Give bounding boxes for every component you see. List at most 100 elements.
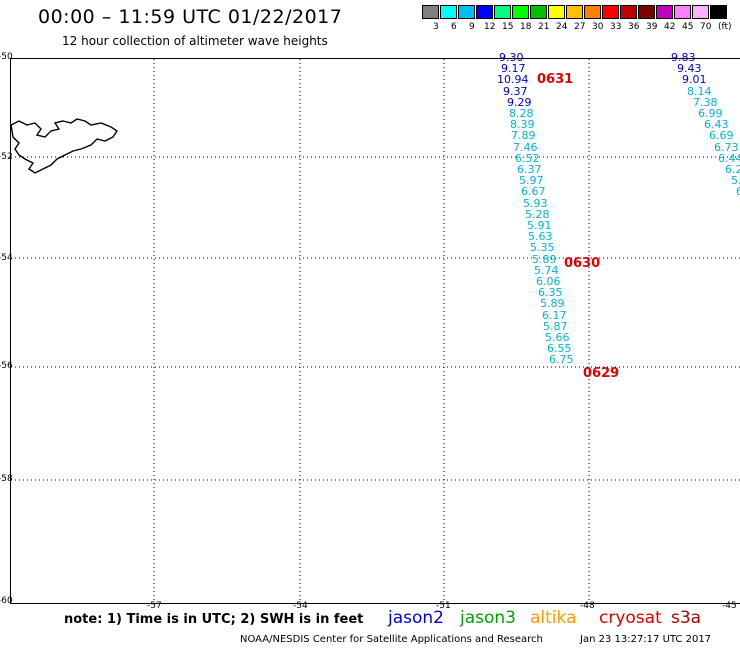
wave-height-value: 6.17 xyxy=(542,308,567,322)
color-swatch xyxy=(566,5,583,19)
longitude-label: -57 xyxy=(147,601,162,611)
wave-height-value: 6.99 xyxy=(698,107,723,120)
color-scale-label: 9 xyxy=(469,22,475,32)
wave-height-value: 8.14 xyxy=(687,84,712,98)
wave-height-value: 9.83 xyxy=(671,51,696,64)
satellite-legend-item: s3a xyxy=(671,608,702,628)
color-swatch xyxy=(656,5,673,19)
color-scale-label: 6 xyxy=(451,22,457,32)
color-scale-label: 30 xyxy=(592,22,604,32)
color-swatch xyxy=(692,5,709,19)
longitude-label: -45 xyxy=(722,601,737,611)
wave-height-value: 5.91 xyxy=(527,219,552,232)
wave-height-value: 5.35 xyxy=(530,241,555,255)
color-swatch xyxy=(584,5,601,19)
latitude-label: -54 xyxy=(0,253,13,263)
wave-height-value: 6.37 xyxy=(517,163,542,176)
island-outline xyxy=(11,118,118,174)
color-scale-label: 24 xyxy=(556,22,568,32)
wave-height-value: 9.43 xyxy=(677,62,702,76)
wave-height-value: 6.44 xyxy=(718,151,740,165)
satellite-legend-item: altika xyxy=(530,608,577,628)
wave-height-value: 5.93 xyxy=(523,196,548,210)
color-swatch xyxy=(620,5,637,19)
wave-height-value: 6.73 xyxy=(714,140,739,154)
color-scale-label: (ft) xyxy=(718,22,732,32)
color-swatch xyxy=(530,5,547,19)
latitude-label: -60 xyxy=(0,596,13,606)
wave-height-value: 5.28 xyxy=(525,207,550,221)
wave-height-value: 8.39 xyxy=(510,118,535,132)
wave-height-value: 5.87 xyxy=(543,319,568,333)
color-swatch xyxy=(440,5,457,19)
color-scale-label: 3 xyxy=(433,22,439,32)
wave-height-value: 6.43 xyxy=(704,118,729,132)
wave-height-value: 9.37 xyxy=(503,84,528,98)
satellite-legend-item: jason2 xyxy=(388,608,444,628)
wave-height-value: 9.01 xyxy=(682,73,707,87)
latitude-label: -56 xyxy=(0,361,13,371)
wave-height-value: 5.97 xyxy=(519,174,544,188)
wave-height-value: 6.35 xyxy=(538,286,563,300)
wave-height-value: 6 xyxy=(736,185,740,199)
wave-height-value: 5.89 xyxy=(532,252,557,266)
timestamp-text: Jan 23 13:27:17 UTC 2017 xyxy=(580,634,712,645)
latitude-label: -50 xyxy=(0,52,13,62)
wave-height-value: 5.89 xyxy=(540,297,565,311)
wave-height-value: 7.89 xyxy=(511,129,536,143)
wave-height-value: 9.17 xyxy=(501,62,526,76)
wave-height-value: 8.28 xyxy=(509,107,534,120)
color-swatch xyxy=(674,5,691,19)
wave-height-value: 5.74 xyxy=(534,263,559,277)
color-scale-label: 42 xyxy=(664,22,676,32)
pass-time-label: 0630 xyxy=(564,256,601,271)
color-swatch xyxy=(602,5,619,19)
color-scale-label: 18 xyxy=(520,22,532,32)
color-swatch xyxy=(710,5,727,19)
color-scale-label: 70 xyxy=(700,22,712,32)
wave-height-value: 6.69 xyxy=(709,129,734,143)
color-swatch xyxy=(458,5,475,19)
color-swatch xyxy=(548,5,565,19)
legend-note: note: 1) Time is in UTC; 2) SWH is in fe… xyxy=(64,612,364,627)
wave-height-value: 5.63 xyxy=(528,230,553,244)
color-swatch xyxy=(494,5,511,19)
color-swatch xyxy=(512,5,529,19)
wave-height-value: 6.52 xyxy=(515,151,540,165)
color-scale-label: 39 xyxy=(646,22,658,32)
satellite-legend-item: jason3 xyxy=(460,608,516,628)
wave-height-value: 5.66 xyxy=(545,331,570,344)
wave-height-value: 7.46 xyxy=(513,140,538,154)
wave-height-value: 6.67 xyxy=(521,185,546,199)
color-swatch xyxy=(422,5,439,19)
color-scale-label: 36 xyxy=(628,22,640,32)
map-plot-area xyxy=(10,58,740,604)
wave-height-value: 5. xyxy=(731,174,740,188)
wave-height-value: 10.94 xyxy=(497,73,529,87)
color-scale-label: 45 xyxy=(682,22,694,32)
wave-height-value: 7.38 xyxy=(693,95,718,109)
map-subtitle: 12 hour collection of altimeter wave hei… xyxy=(62,34,328,48)
pass-time-label: 0629 xyxy=(583,366,620,381)
color-swatch xyxy=(638,5,655,19)
latitude-label: -52 xyxy=(0,152,13,162)
satellite-legend-item: cryosat xyxy=(599,608,662,628)
grid-lines xyxy=(11,59,740,603)
color-scale-label: 21 xyxy=(538,22,550,32)
wave-height-value: 6.75 xyxy=(549,353,574,367)
map-title: 00:00 – 11:59 UTC 01/22/2017 xyxy=(38,6,343,28)
color-scale-label: 33 xyxy=(610,22,622,32)
wave-height-value: 9.30 xyxy=(499,51,524,64)
longitude-label: -48 xyxy=(580,601,595,611)
wave-height-value: 6.55 xyxy=(547,342,572,356)
wave-height-value: 6.06 xyxy=(536,275,561,288)
color-scale-label: 15 xyxy=(502,22,514,32)
wave-height-value: 6.2 xyxy=(725,163,740,176)
pass-time-label: 0631 xyxy=(537,72,574,87)
latitude-label: -58 xyxy=(0,474,13,484)
longitude-label: -54 xyxy=(293,601,308,611)
color-scale-label: 12 xyxy=(484,22,496,32)
credit-text: NOAA/NESDIS Center for Satellite Applica… xyxy=(240,634,543,645)
longitude-label: -51 xyxy=(436,601,451,611)
color-scale-label: 27 xyxy=(574,22,586,32)
